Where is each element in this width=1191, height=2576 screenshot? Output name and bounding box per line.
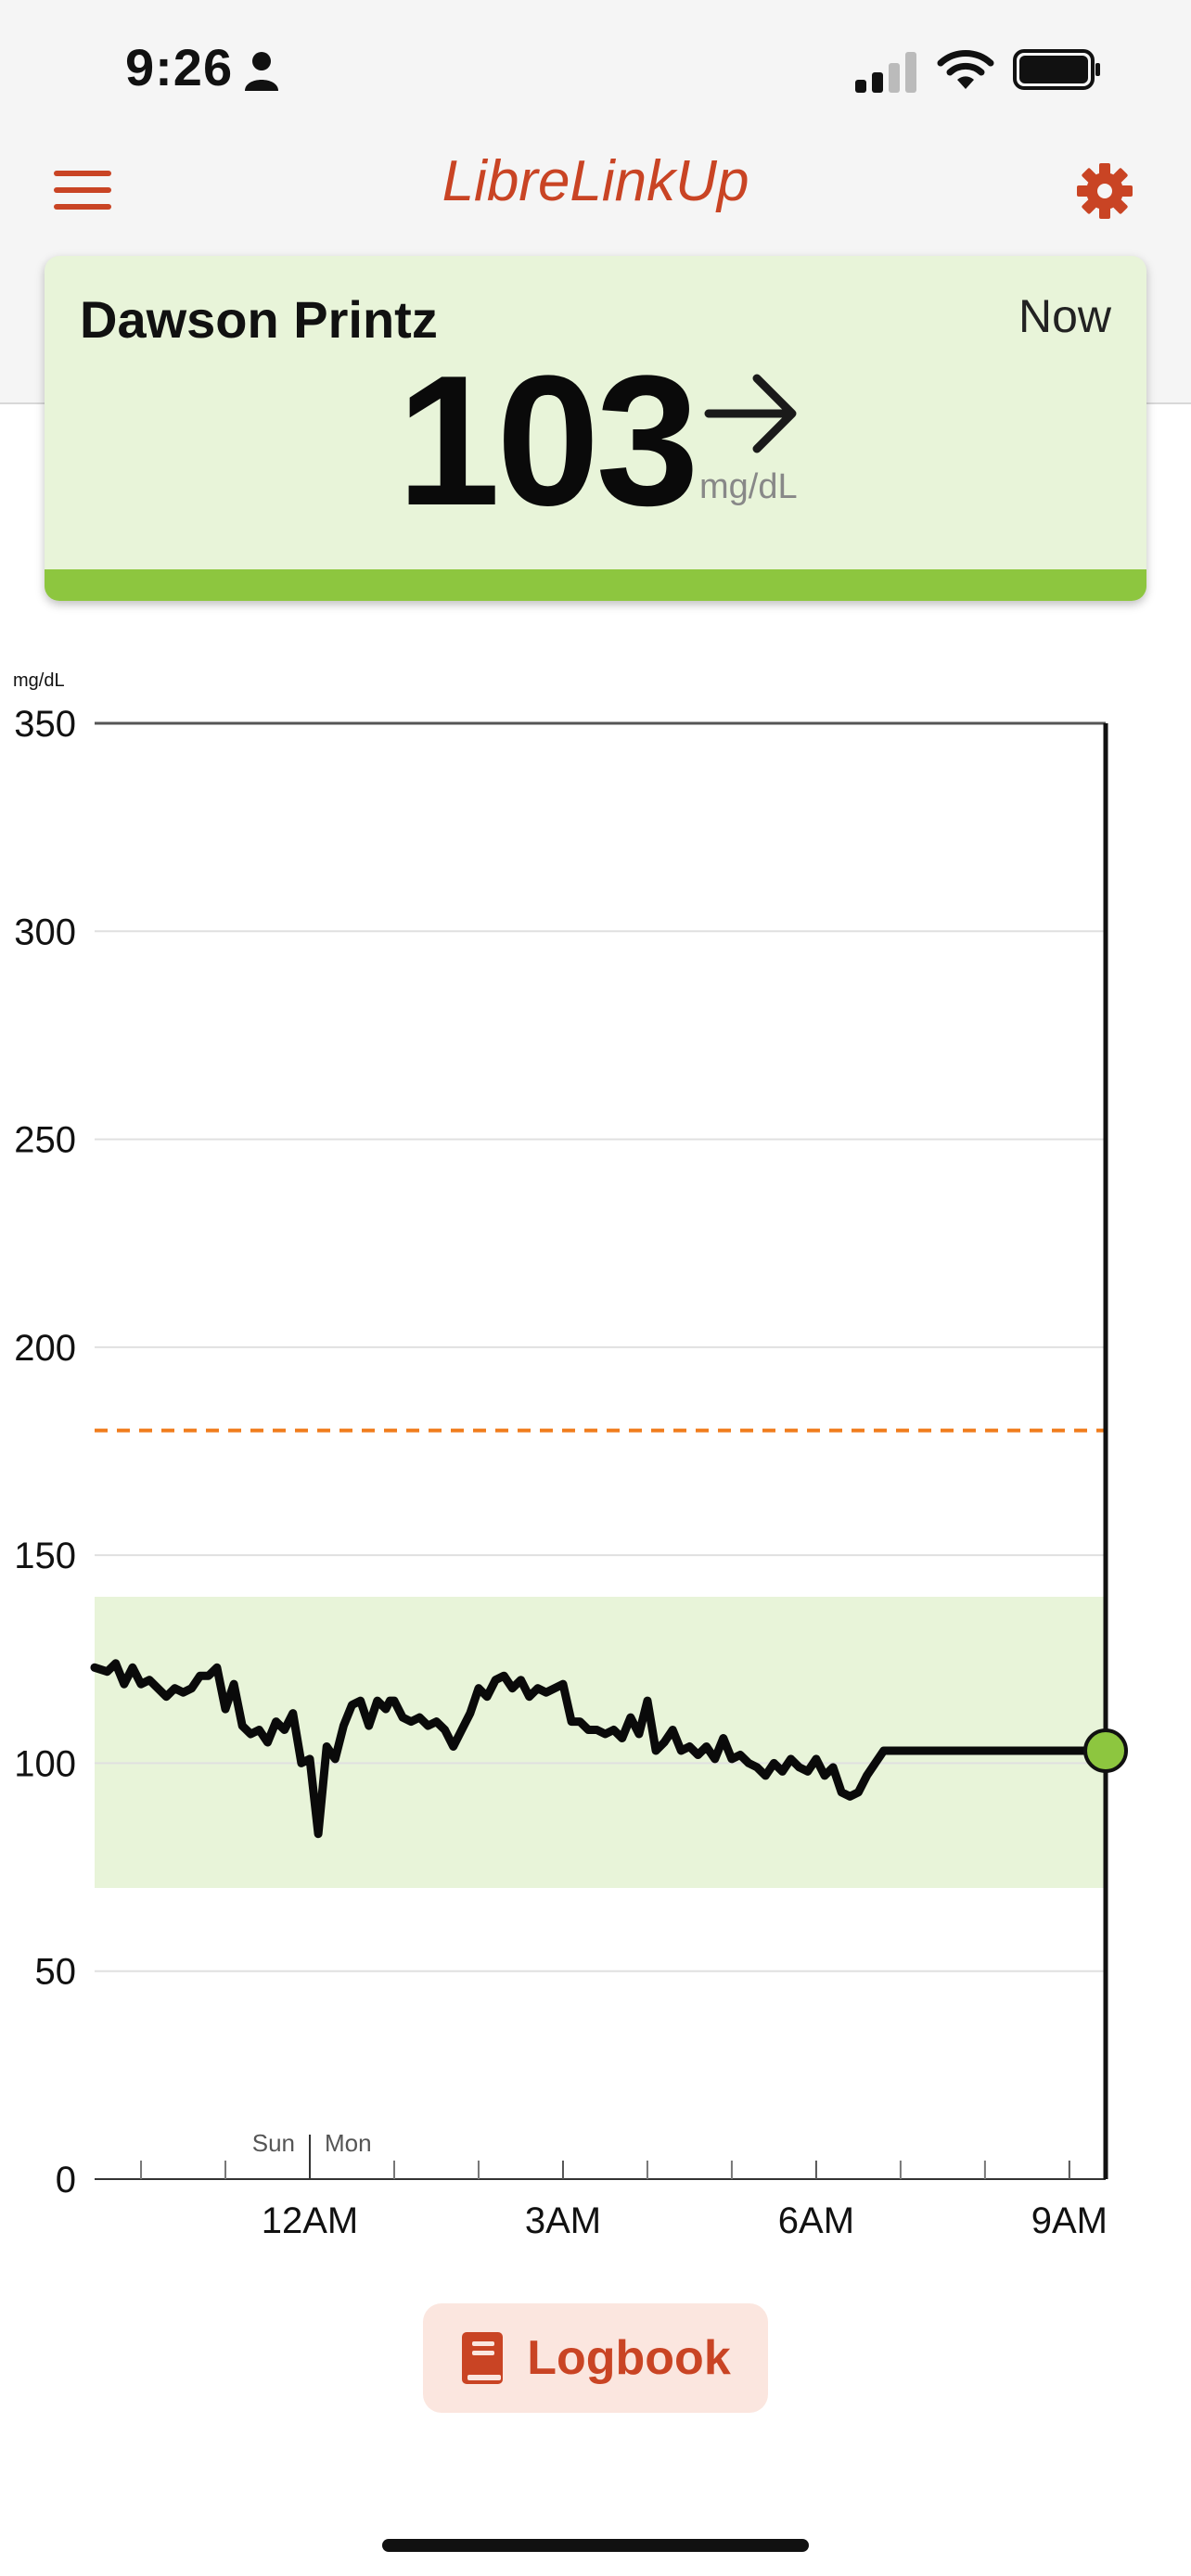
x-tick-label: 12AM [262,2200,359,2241]
x-tick-label: 9AM [1031,2200,1108,2241]
day-label-mon: Mon [325,2129,372,2157]
glucose-unit: mg/dL [699,467,798,506]
status-time: 9:26 [125,38,234,96]
x-tick-label: 3AM [525,2200,601,2241]
x-tick-label: 6AM [778,2200,854,2241]
cellular-signal-icon [855,52,916,93]
person-icon [245,52,278,91]
hamburger-menu-icon[interactable] [54,169,111,211]
glucose-series-line [90,1659,1110,1839]
glucose-trend-chart: 0 50 100 150 200 250 300 350 mg/dL 12AM 3AM 6AM 9AM S… [13,670,1128,2241]
wifi-icon [937,50,994,89]
logbook-button[interactable]: Logbook [423,2303,768,2413]
y-tick-label: 50 [35,1952,77,1993]
glucose-value: 103 [397,338,699,544]
gear-icon[interactable] [1076,162,1133,220]
y-tick-label: 150 [14,1536,76,1576]
y-tick-label: 100 [14,1743,76,1784]
logbook-label: Logbook [527,2331,731,2385]
current-reading-dot [1083,1728,1128,1773]
target-range-band [95,1597,1106,1888]
book-icon [462,2332,504,2384]
y-tick-label: 350 [14,704,76,745]
y-axis-unit-label: mg/dL [13,670,65,691]
y-tick-label: 0 [56,2160,76,2200]
app-title: LibreLinkUp [442,149,749,213]
y-tick-label: 300 [14,912,76,952]
glucose-reading-card[interactable]: Dawson Printz Now 103 mg/dL [45,256,1146,601]
day-label-sun: Sun [252,2129,295,2157]
status-color-bar [45,569,1146,601]
y-tick-label: 200 [14,1328,76,1369]
patient-name: Dawson Printz [80,290,438,349]
y-tick-label: 250 [14,1120,76,1161]
battery-icon [1013,49,1100,90]
reading-time: Now [1018,290,1111,342]
home-indicator [382,2539,809,2552]
trend-arrow-right-icon [704,374,797,453]
